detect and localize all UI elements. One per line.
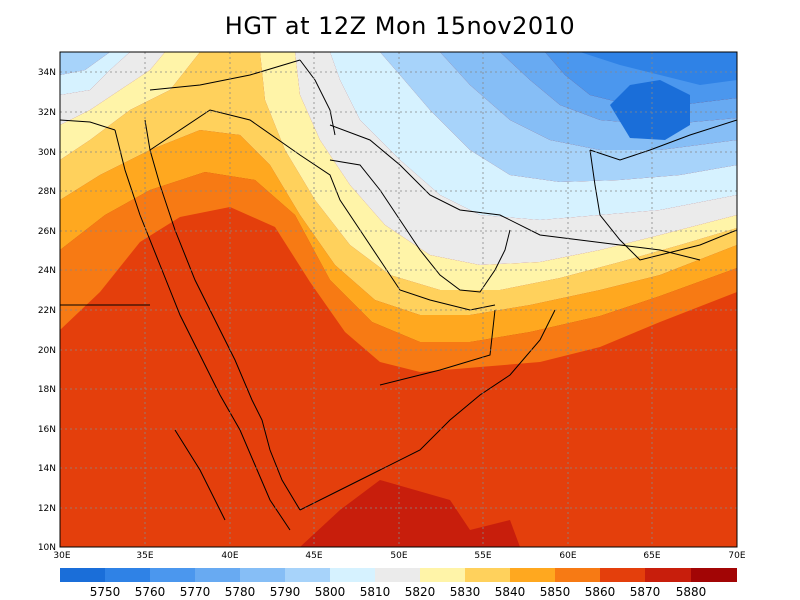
lat-tick-label: 26N: [38, 227, 56, 237]
colorbar-swatch: [420, 568, 465, 582]
colorbar-label: 5790: [270, 585, 301, 599]
colorbar-label: 5880: [676, 585, 707, 599]
lat-tick-label: 30N: [38, 148, 56, 158]
mediterranean-coast: [60, 119, 116, 131]
lat-tick-label: 10N: [38, 543, 56, 553]
lat-tick-label: 20N: [38, 346, 56, 356]
map-plot-area: [60, 52, 737, 547]
colorbar-label: 5780: [225, 585, 256, 599]
lon-tick-label: 40E: [221, 551, 238, 561]
colorbar-swatch: [105, 568, 150, 582]
colorbar-label: 5810: [360, 585, 391, 599]
colorbar-label: 5840: [495, 585, 526, 599]
lon-tick-label: 55E: [474, 551, 491, 561]
lat-tick-label: 12N: [38, 504, 56, 514]
yemen-oman-border: [379, 309, 496, 386]
colorbar: 5750 5760 5770 5780 5790 5800 5810 5820 …: [60, 568, 737, 599]
colorbar-swatch: [150, 568, 195, 582]
colorbar-swatch: [240, 568, 285, 582]
colorbar-label: 5820: [405, 585, 436, 599]
colorbar-label: 5800: [315, 585, 346, 599]
lat-axis: 10N 12N 14N 16N 18N 20N 22N 24N 26N 28N …: [38, 68, 56, 553]
colorbar-swatch: [510, 568, 555, 582]
colorbar-label: 5830: [450, 585, 481, 599]
lon-tick-label: 50E: [390, 551, 407, 561]
band-5750: [580, 52, 737, 85]
colorbar-swatch: [645, 568, 691, 582]
lon-tick-label: 60E: [559, 551, 576, 561]
band-5860: [60, 205, 737, 547]
lon-tick-label: 45E: [305, 551, 322, 561]
gulf-coast: [329, 159, 511, 293]
band-below-5750: [610, 80, 690, 140]
colorbar-label: 5770: [180, 585, 211, 599]
colorbar-label: 5860: [585, 585, 616, 599]
lon-axis: 30E 35E 40E 45E 50E 55E 60E 65E 70E: [53, 551, 745, 561]
arabia-south-coast: [299, 309, 556, 511]
lat-tick-label: 28N: [38, 187, 56, 197]
iran-coast: [329, 124, 701, 261]
coastlines-borders: [60, 59, 737, 531]
lon-tick-label: 35E: [136, 551, 153, 561]
african-coast: [114, 129, 291, 531]
lat-tick-label: 22N: [38, 306, 56, 316]
afghan-border: [589, 119, 737, 161]
lon-tick-label: 70E: [728, 551, 745, 561]
saudi-border: [149, 109, 496, 311]
iraq-iran-border: [299, 59, 336, 136]
lat-tick-label: 24N: [38, 266, 56, 276]
colorbar-swatch: [555, 568, 600, 582]
band-5830: [60, 52, 737, 315]
colorbar-label: 5850: [540, 585, 571, 599]
lat-tick-label: 34N: [38, 68, 56, 78]
lon-tick-label: 30E: [53, 551, 70, 561]
lon-tick-label: 65E: [643, 551, 660, 561]
map-title: HGT at 12Z Mon 15nov2010: [224, 12, 576, 40]
band-5820: [60, 52, 737, 290]
colorbar-swatch: [375, 568, 420, 582]
colorbar-label: 5870: [630, 585, 661, 599]
lat-tick-label: 18N: [38, 385, 56, 395]
red-sea-coast: [144, 119, 301, 511]
band-5800: [60, 52, 737, 220]
lat-tick-label: 32N: [38, 108, 56, 118]
pakistan-border: [589, 149, 737, 261]
colorbar-swatch: [60, 568, 105, 582]
colorbar-swatch: [465, 568, 510, 582]
colorbar-swatch: [691, 568, 737, 582]
plot-frame: [59, 51, 738, 548]
lat-tick-label: 16N: [38, 425, 56, 435]
colorbar-swatch: [330, 568, 375, 582]
sudan-ethiopia-border: [174, 429, 226, 521]
colorbar-swatch: [600, 568, 645, 582]
turkey-border: [149, 59, 301, 91]
colorbar-label: 5750: [90, 585, 121, 599]
colorbar-swatch: [285, 568, 330, 582]
colorbar-label: 5760: [135, 585, 166, 599]
band-5790: [60, 52, 737, 182]
lat-tick-label: 14N: [38, 464, 56, 474]
colorbar-swatch: [195, 568, 240, 582]
